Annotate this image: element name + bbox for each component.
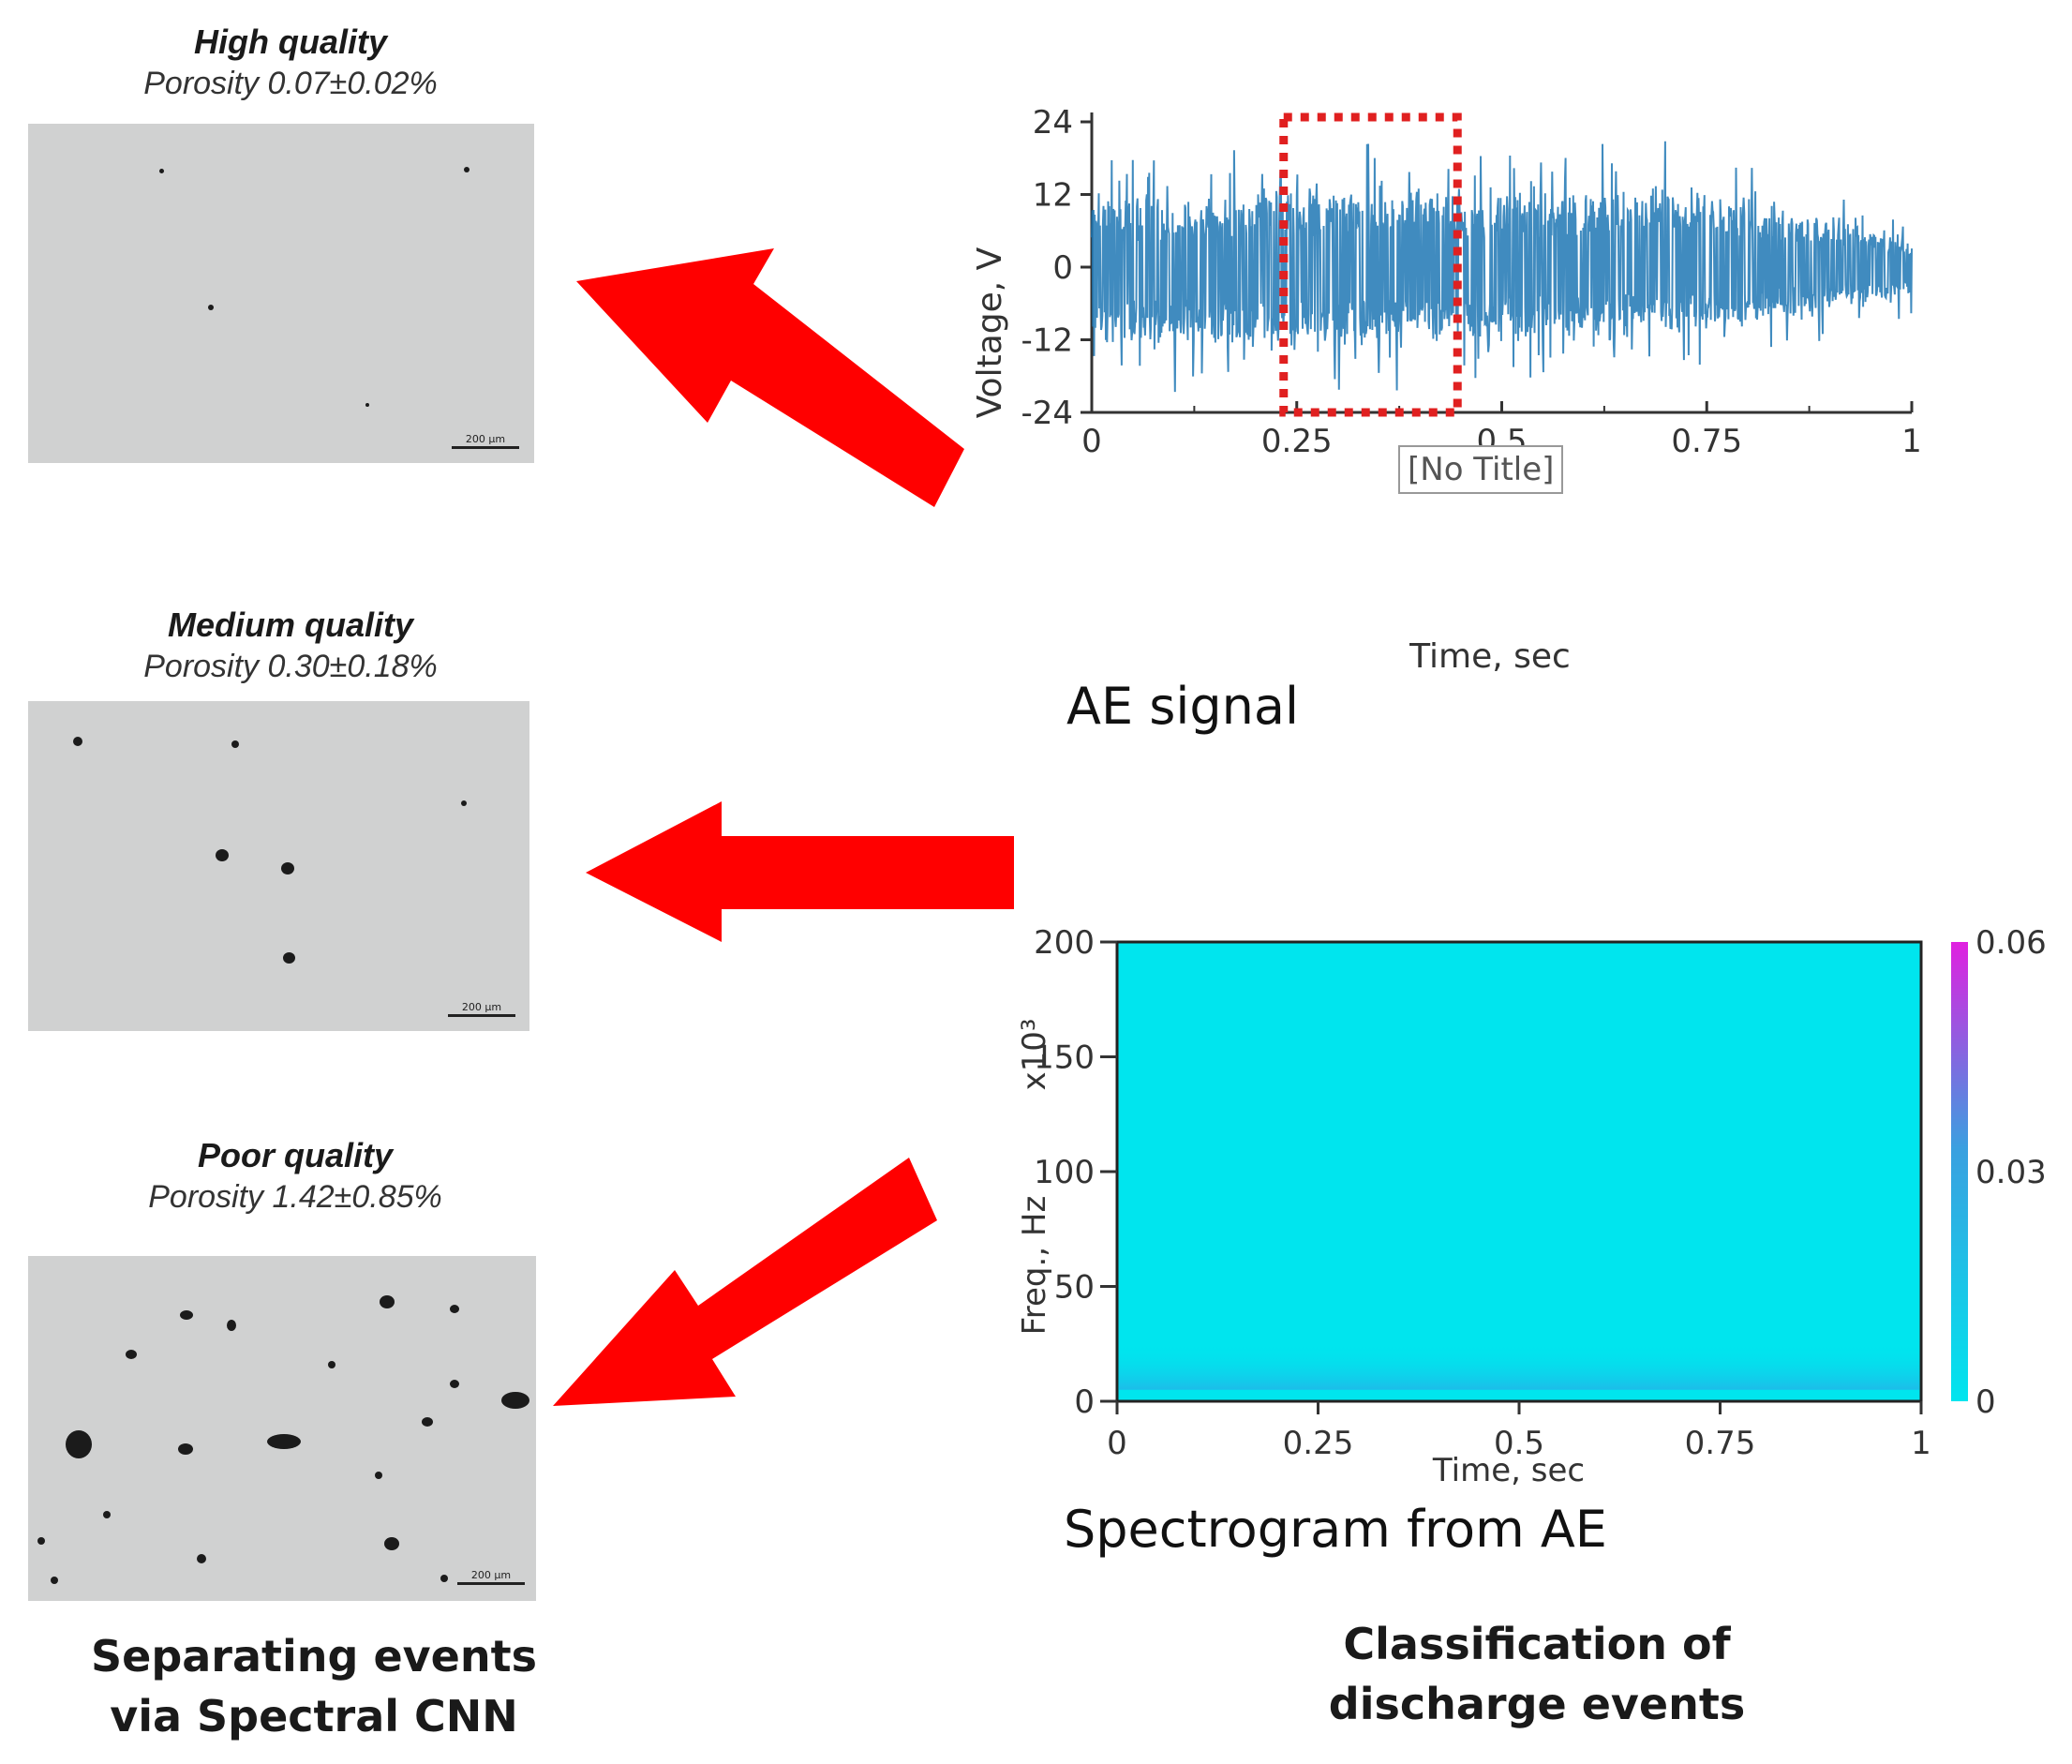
arrow-to-poor-quality xyxy=(553,1158,937,1406)
panel-3-porosity: Porosity 1.42±0.85% xyxy=(148,1179,442,1215)
spectrogram-x-tick-label: 0.75 xyxy=(1685,1425,1756,1462)
right-caption-line-2: discharge events xyxy=(1328,1679,1746,1729)
panel-1-title: High quality xyxy=(194,22,387,61)
highlight-window xyxy=(1279,112,1462,417)
spectrogram-low-frequency-band xyxy=(1119,1343,1919,1390)
colorbar xyxy=(1951,942,1968,1401)
signal-y-tick-label: -12 xyxy=(1021,322,1073,360)
signal-x-tick-label: 1 xyxy=(1901,423,1922,460)
micrograph-medium-quality: 200 µm xyxy=(28,701,529,1031)
panel-2-porosity: Porosity 0.30±0.18% xyxy=(143,649,438,684)
spectrogram-x-tick-label: 0.5 xyxy=(1494,1425,1544,1462)
scale-bar: 200 µm xyxy=(452,433,519,449)
no-title-tooltip: [No Title] xyxy=(1398,445,1564,494)
signal-x-tick-label: 0 xyxy=(1081,423,1102,460)
signal-x-tick-label: 0.75 xyxy=(1671,423,1742,460)
left-caption-line-1: Separating events xyxy=(91,1631,537,1682)
signal-y-tick-label: 24 xyxy=(1033,104,1073,142)
panel-2-title: Medium quality xyxy=(167,605,414,644)
signal-x-tick-label: 0.25 xyxy=(1261,423,1333,460)
panel-1-porosity: Porosity 0.07±0.02% xyxy=(143,66,438,101)
spectrogram-y-scale-label: x10³ xyxy=(1016,1018,1053,1090)
panel-3-title: Poor quality xyxy=(197,1136,394,1174)
right-caption: Classification of discharge events xyxy=(1312,1614,1762,1734)
spectrogram-y-tick-label: 0 xyxy=(1074,1383,1095,1421)
scale-bar: 200 µm xyxy=(457,1569,525,1585)
signal-series-line xyxy=(1091,141,1913,393)
spectrogram-heatmap xyxy=(1115,940,1923,1403)
spectrogram-x-tick-label: 0 xyxy=(1107,1425,1127,1462)
spectrogram-chart: 0 50 100 150 200 0 0.25 0.5 0.75 1 0 0.03 0.06 Time,… xyxy=(1016,924,2047,1489)
left-caption: Separating events via Spectral CNN xyxy=(84,1626,544,1746)
left-caption-line-2: via Spectral CNN xyxy=(110,1691,518,1742)
signal-x-axis-label: Time, sec xyxy=(1409,637,1571,676)
arrow-to-medium-quality xyxy=(586,801,1014,942)
spectrogram-y-tick-label: 100 xyxy=(1034,1154,1095,1191)
colorbar-tick-label: 0.03 xyxy=(1975,1154,2047,1191)
micrograph-poor-quality: 200 µm xyxy=(28,1256,536,1601)
signal-y-tick-label: 12 xyxy=(1033,177,1073,215)
spectrogram-y-tick-label: 50 xyxy=(1054,1269,1095,1307)
spectrogram-x-axis-label: Time, sec xyxy=(1432,1452,1585,1489)
signal-y-tick-label: -24 xyxy=(1021,395,1073,432)
signal-y-tick-label: 0 xyxy=(1052,249,1073,287)
spectrogram-x-tick-label: 1 xyxy=(1911,1425,1931,1462)
scale-bar: 200 µm xyxy=(448,1001,515,1017)
spectrogram-y-axis-label: Freq., Hz xyxy=(1016,1196,1053,1336)
colorbar-tick-label: 0.06 xyxy=(1975,924,2047,962)
arrow-to-high-quality xyxy=(576,248,964,507)
spectrogram-y-tick-label: 150 xyxy=(1034,1039,1095,1077)
spectrogram-x-tick-label: 0.25 xyxy=(1283,1425,1354,1462)
colorbar-tick-label: 0 xyxy=(1975,1383,1996,1421)
spectrogram-y-tick-label: 200 xyxy=(1034,924,1095,962)
signal-y-axis-label: Voltage, V xyxy=(971,247,1009,418)
right-caption-line-1: Classification of xyxy=(1343,1619,1731,1669)
ae-signal-caption: AE signal xyxy=(1066,677,1299,736)
spectrogram-caption: Spectrogram from AE xyxy=(1064,1500,1607,1559)
micrograph-high-quality: 200 µm xyxy=(28,124,534,463)
